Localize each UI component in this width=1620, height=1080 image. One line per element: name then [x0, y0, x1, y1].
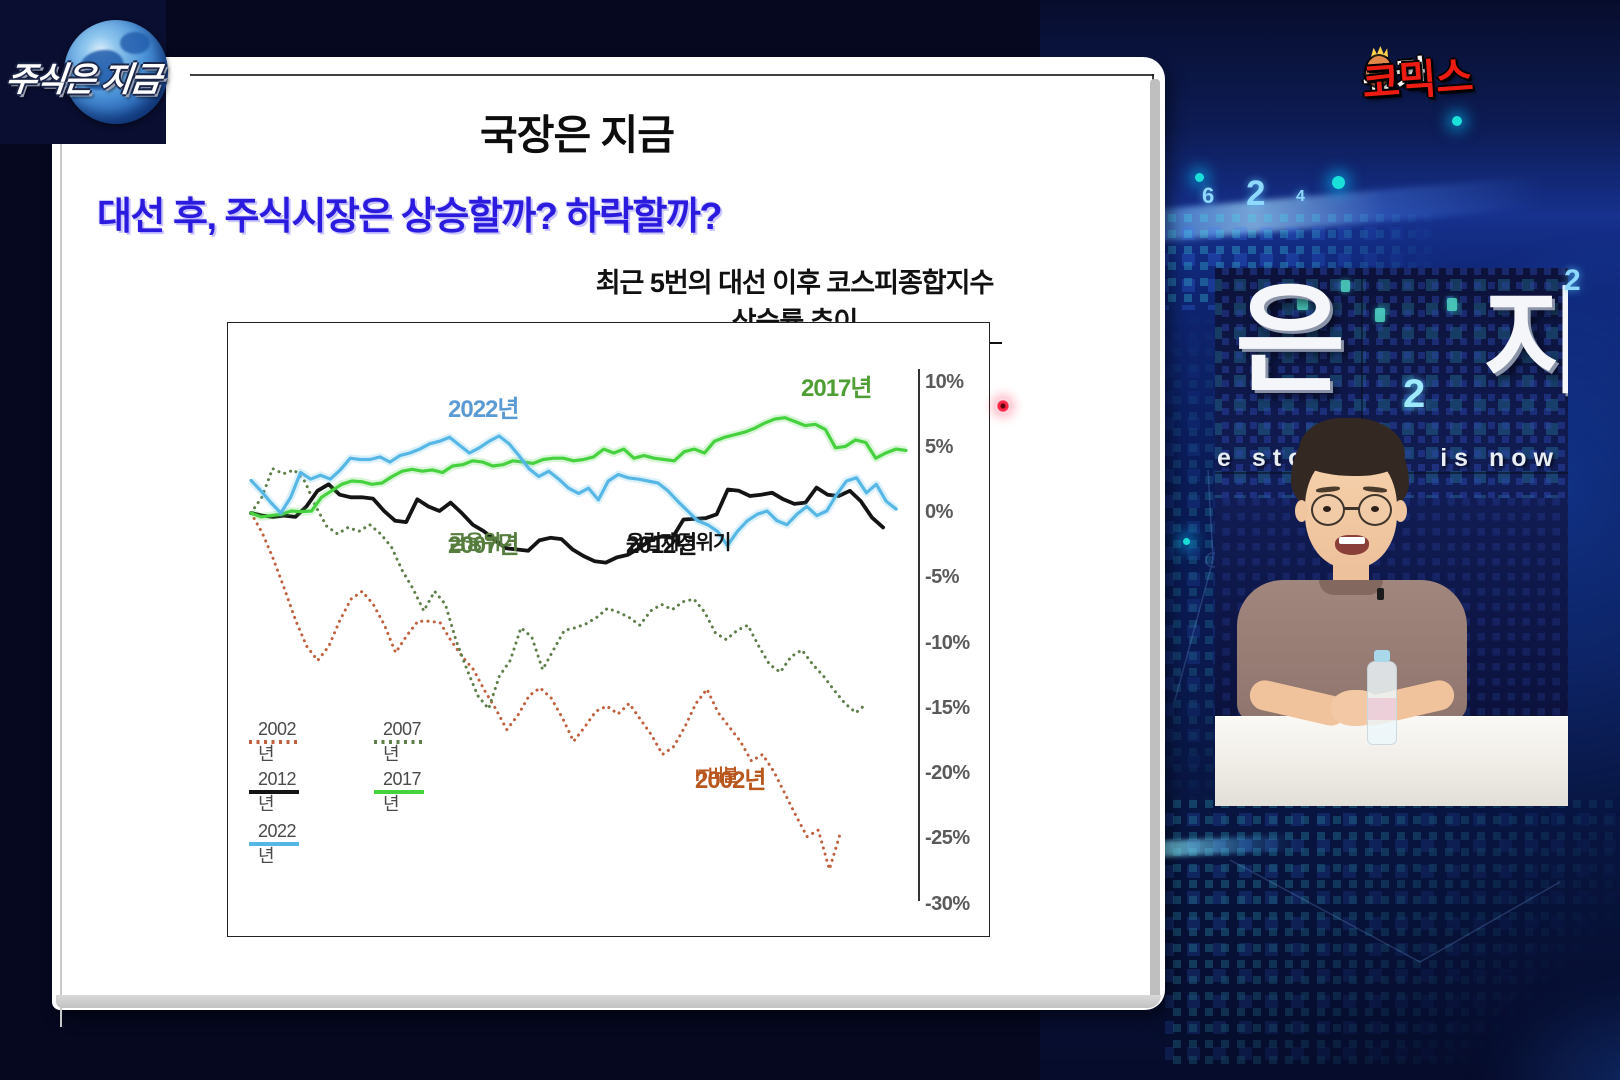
- background-digit: 2: [1246, 174, 1266, 213]
- bottle-label: [1368, 698, 1396, 720]
- shirt-collar: [1319, 580, 1383, 595]
- legend-swatch: [249, 790, 299, 794]
- mascot-icon: [1361, 46, 1396, 92]
- glow-dot: [1332, 176, 1345, 189]
- ytick-label: -10%: [925, 631, 970, 654]
- ytick-label: -5%: [925, 566, 960, 589]
- candlestick-block: [1297, 294, 1308, 310]
- chart-canvas: [248, 369, 920, 901]
- candlestick-block: [1447, 298, 1457, 311]
- presenter-ear: [1295, 500, 1308, 522]
- candlestick-block: [1375, 308, 1385, 322]
- legend-label: 2012년: [258, 768, 297, 814]
- pixel-mosaic: [1165, 300, 1215, 820]
- channel-logo: 슈카 코믹스: [1361, 46, 1582, 116]
- ytick-label: 5%: [925, 435, 953, 458]
- slide-subtitle: 대선 후, 주식시장은 상승할까? 하락할까?: [97, 196, 723, 238]
- presenter-eye: [1323, 506, 1331, 512]
- webcam-panel: 은 지 2 e sto is now: [1215, 268, 1568, 806]
- kospi-line-chart: 10% 5% 0% -5% -10% -15% -20% -25% -30% 2002년 IT버블…: [227, 322, 990, 937]
- background-digit: 4: [1296, 188, 1305, 205]
- backdrop-text: e sto: [1217, 444, 1311, 472]
- globe-icon: [64, 20, 168, 124]
- backdrop-letter: 지: [1483, 279, 1568, 407]
- ytick-label: -15%: [925, 696, 970, 719]
- slide-scroll-edge[interactable]: [1150, 79, 1160, 999]
- slide-title: 국장은 지금: [480, 112, 675, 158]
- series-2017년: [249, 416, 908, 519]
- channel-logo-red-text: 코믹스: [1360, 53, 1474, 107]
- ytick-label: -30%: [925, 892, 970, 915]
- legend-label: 2017년: [383, 768, 422, 814]
- mascot-eye: [1382, 63, 1386, 67]
- chart-series: [248, 413, 908, 871]
- glow-dot: [1452, 116, 1462, 126]
- glow-dot: [1183, 538, 1190, 545]
- series-2002년: [249, 511, 842, 871]
- ytick-label: -25%: [925, 827, 970, 850]
- slide-top-border: [190, 74, 1154, 88]
- backdrop-text: is now: [1440, 444, 1560, 472]
- legend-label: 2022년: [258, 820, 297, 866]
- candlestick-block: [1341, 280, 1350, 292]
- legend-label: 2007년: [383, 718, 422, 764]
- ytick-label: 10%: [925, 370, 964, 393]
- presenter-mouth: [1335, 535, 1369, 555]
- legend-swatch: [374, 789, 424, 795]
- glow-dot: [1195, 173, 1204, 182]
- legend-swatch: [374, 740, 424, 744]
- presenter-ear: [1394, 500, 1407, 522]
- presenter-hair: [1299, 418, 1405, 476]
- legend-label: 2002년: [258, 718, 297, 764]
- series-2007년: [249, 467, 869, 715]
- slide-bottom-edge: [56, 995, 1161, 1008]
- globe-continent: [120, 32, 150, 54]
- backdrop-digit: 2: [1403, 372, 1426, 416]
- background-digit: 6: [1202, 183, 1215, 208]
- clip-microphone-icon: [1377, 588, 1384, 600]
- water-bottle: [1367, 661, 1397, 745]
- series-2012년: [249, 482, 885, 565]
- crown-icon: [1371, 46, 1388, 57]
- presenter-eye: [1371, 506, 1379, 512]
- backdrop-letter: 은: [1235, 273, 1346, 407]
- legend-swatch: [249, 841, 299, 847]
- presenter-teeth: [1339, 537, 1365, 544]
- background-digit: 2: [1564, 264, 1581, 297]
- bottle-cap: [1374, 650, 1390, 662]
- show-logo-text: 주식은 지금: [3, 61, 162, 99]
- ytick-label: 0%: [925, 501, 953, 523]
- ytick-label: -20%: [925, 762, 970, 784]
- legend-swatch: [249, 740, 299, 744]
- presentation-slide: 국장은 지금 대선 후, 주식시장은 상승할까? 하락할까? 최근 5번의 대선…: [52, 57, 1165, 1027]
- laser-pointer-dot: [996, 399, 1010, 413]
- show-logo-block: [0, 0, 168, 144]
- series-2022년: [249, 434, 898, 548]
- glasses-bridge: [1344, 507, 1360, 510]
- panel-seam: [1361, 268, 1363, 474]
- globe-continent: [78, 50, 124, 90]
- slide-left-border: [60, 97, 62, 1027]
